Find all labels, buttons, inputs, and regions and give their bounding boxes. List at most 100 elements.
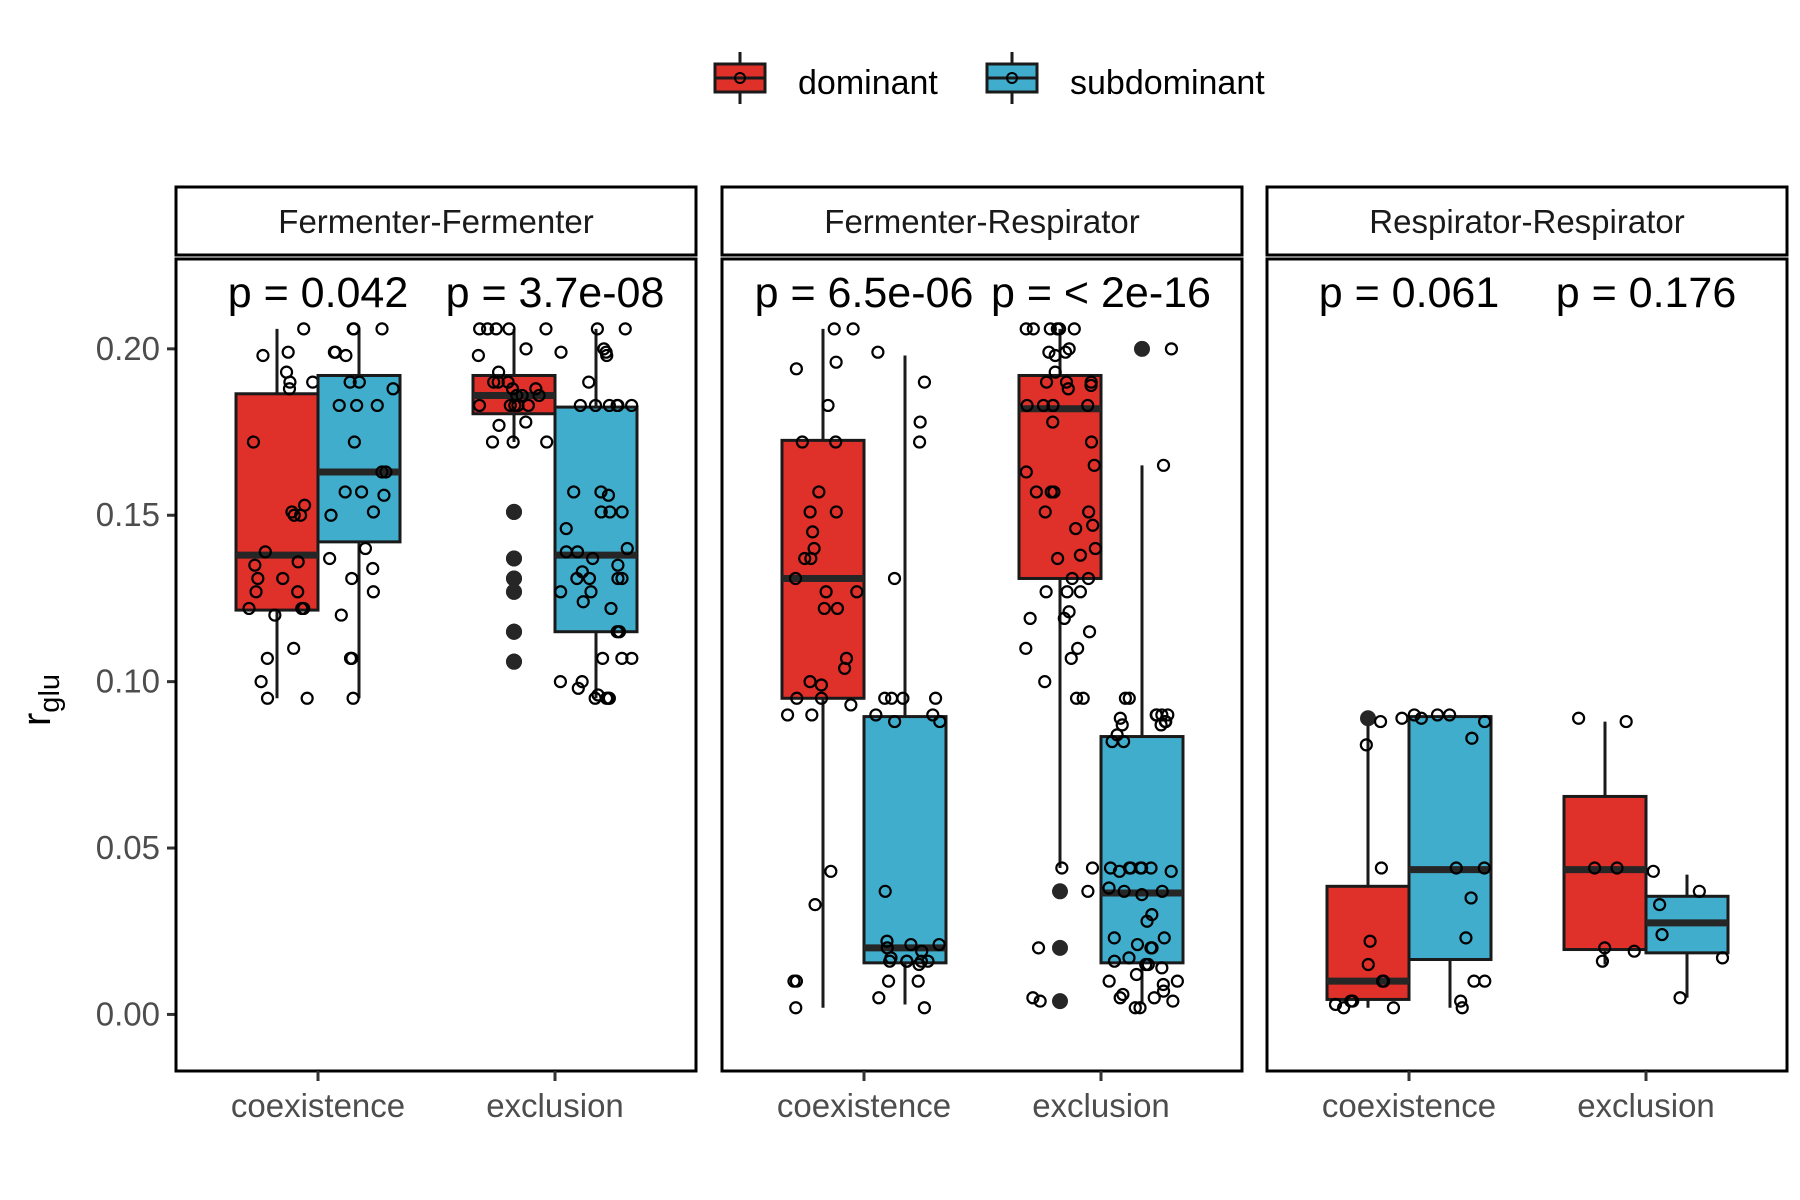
data-point <box>480 322 495 336</box>
facet-strip-title: Respirator-Respirator <box>1369 203 1684 240</box>
data-point <box>1087 458 1101 472</box>
data-point <box>1102 974 1116 988</box>
data-point <box>803 505 817 519</box>
outlier-point <box>1052 939 1068 956</box>
box-subdominant-coexistence <box>316 322 402 705</box>
box-iqr <box>234 392 320 612</box>
data-point <box>508 398 522 413</box>
data-point <box>570 571 584 586</box>
data-point <box>1112 864 1127 878</box>
data-point <box>1073 548 1088 562</box>
data-point <box>1156 984 1171 998</box>
data-point <box>1026 991 1040 1005</box>
data-point <box>625 398 639 413</box>
outlier-point <box>1052 993 1068 1010</box>
legend: dominant subdominant <box>713 52 1265 104</box>
data-point <box>850 585 864 599</box>
data-point <box>1019 322 1033 336</box>
data-point <box>1019 465 1033 479</box>
data-point <box>1115 718 1129 732</box>
data-point <box>559 521 573 536</box>
data-point <box>928 691 943 705</box>
data-point <box>323 551 337 566</box>
data-point <box>819 585 833 599</box>
panels: Fermenter-Fermenter coexistence p = 0.042 e… <box>174 185 1789 1124</box>
data-point <box>1363 934 1377 948</box>
data-point <box>1443 708 1457 722</box>
data-point <box>1155 884 1169 898</box>
panel-border <box>720 257 1244 1073</box>
data-point <box>1155 961 1169 975</box>
data-point <box>904 937 918 952</box>
data-point <box>347 435 361 449</box>
data-point <box>1081 884 1095 898</box>
data-point <box>1135 888 1149 902</box>
data-point <box>1088 541 1102 556</box>
data-point <box>343 375 357 389</box>
data-point <box>1107 954 1122 968</box>
data-point <box>1050 322 1064 336</box>
outlier-point <box>506 623 522 640</box>
data-point <box>1102 881 1116 895</box>
data-point <box>588 691 602 705</box>
data-point <box>1019 641 1033 655</box>
data-point <box>502 322 516 336</box>
data-point <box>345 651 359 665</box>
data-point <box>881 974 896 988</box>
data-point <box>1086 518 1100 532</box>
data-point <box>554 345 568 359</box>
data-point <box>347 322 361 336</box>
data-point <box>1061 382 1075 396</box>
data-point <box>248 558 262 572</box>
data-point <box>1164 342 1179 356</box>
data-point <box>1144 861 1158 875</box>
data-point <box>570 545 585 559</box>
data-point <box>1036 398 1051 413</box>
data-point <box>324 508 338 522</box>
data-point <box>1084 435 1099 449</box>
data-point <box>615 571 629 586</box>
data-point <box>604 601 618 616</box>
data-point <box>1076 691 1090 705</box>
data-point <box>812 485 826 499</box>
data-point <box>1042 345 1056 359</box>
legend-label-subdominant: subdominant <box>1070 64 1265 102</box>
data-point <box>1337 1001 1351 1015</box>
data-point <box>345 571 359 586</box>
data-point <box>625 651 639 665</box>
data-point <box>600 348 614 363</box>
data-point <box>249 585 263 599</box>
y-tick-label: 0.15 <box>96 496 160 533</box>
data-point <box>1026 322 1040 336</box>
data-point <box>584 585 598 599</box>
data-point <box>366 561 380 576</box>
data-point <box>824 864 838 878</box>
box-subdominant-exclusion <box>1644 864 1730 1005</box>
data-point <box>567 485 581 499</box>
data-point <box>602 398 616 413</box>
data-point <box>1692 884 1706 898</box>
data-point <box>595 651 610 665</box>
data-point <box>1144 941 1158 955</box>
data-point <box>932 937 946 952</box>
box-dominant-coexistence <box>780 322 866 1015</box>
data-point <box>350 398 364 413</box>
data-point <box>276 571 290 586</box>
data-point <box>1073 585 1087 599</box>
data-point <box>1082 625 1097 639</box>
data-point <box>282 382 297 396</box>
data-point <box>386 382 400 396</box>
box-subdominant-exclusion <box>1099 340 1185 1015</box>
data-point <box>880 934 894 948</box>
data-point <box>888 714 902 729</box>
data-point <box>1044 485 1058 499</box>
data-point <box>1588 861 1602 875</box>
data-point <box>260 691 275 705</box>
data-point <box>1129 967 1144 982</box>
data-point <box>900 954 914 968</box>
data-point <box>912 957 926 972</box>
data-point <box>821 398 835 413</box>
data-point <box>829 505 843 519</box>
data-point <box>338 485 352 499</box>
p-value-label: p = 6.5e-06 <box>755 269 974 317</box>
